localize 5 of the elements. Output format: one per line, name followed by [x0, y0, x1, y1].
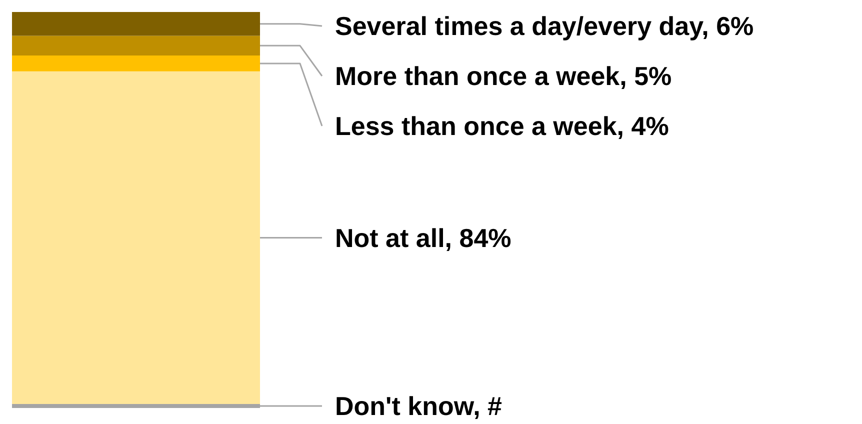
data-label: Not at all, 84%	[335, 222, 512, 253]
data-label: Don't know, #	[335, 391, 503, 422]
data-label: More than once a week, 5%	[335, 61, 672, 92]
data-label: Less than once a week, 4%	[335, 111, 669, 142]
data-label: Several times a day/every day, 6%	[335, 11, 754, 42]
